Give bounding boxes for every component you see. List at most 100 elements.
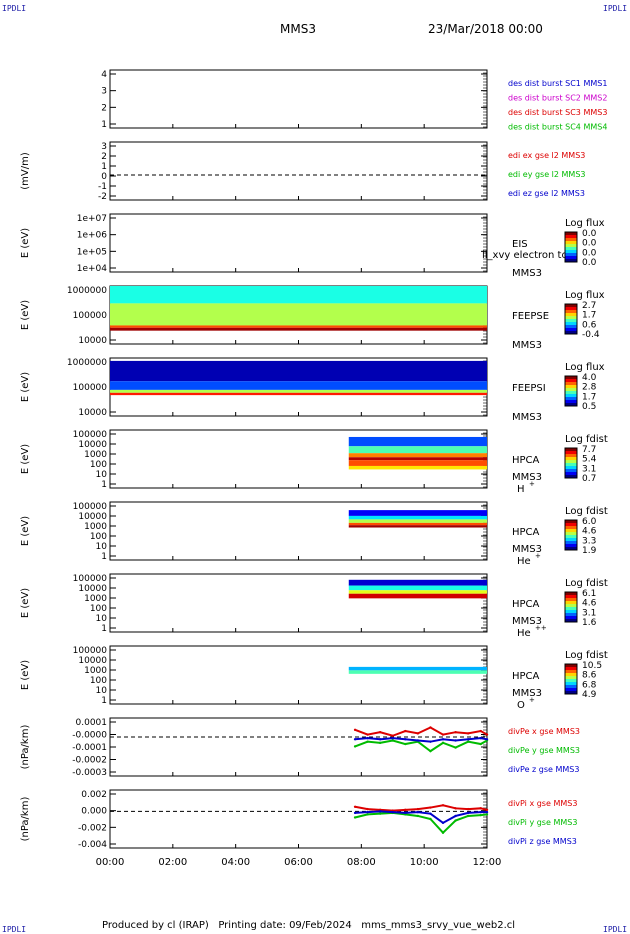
series-point-divpe <box>454 731 457 734</box>
spectrogram-band-hpca_he <box>348 525 487 528</box>
colorbar-swatch-hpca_o <box>565 682 577 686</box>
series-point-divpe <box>441 738 445 741</box>
colorbar-swatch-hpca_he <box>565 532 577 536</box>
legend-entry-des_dist: des dist burst SC2 MMS2 <box>508 94 607 103</box>
series-point-divpe <box>466 740 470 743</box>
spacecraft-label-hpca_o: MMS3 <box>512 688 542 699</box>
colorbar-swatch-feeps_i <box>565 400 577 404</box>
y-tick-label-hpca_hepp: 100000 <box>73 574 108 584</box>
y-axis-label-feeps_e: E (eV) <box>20 300 31 330</box>
species-label-hpca_h: H <box>517 484 525 495</box>
series-point-divpi <box>416 814 420 818</box>
series-point-divpi <box>404 811 407 815</box>
series-point-divpe <box>416 739 420 742</box>
y-tick-label-divpe: -0.0003 <box>72 768 107 778</box>
colorbar-swatch-feeps_i <box>565 376 577 380</box>
y-axis-label-divpi: (nPa/km) <box>20 797 31 842</box>
series-point-divpe <box>404 738 407 741</box>
species-charge-hpca_o: + <box>529 696 535 704</box>
y-tick-label-hpca_h: 100 <box>90 460 107 470</box>
spectrogram-band-feeps_i <box>110 392 487 396</box>
spectrogram-band-hpca_hepp <box>348 590 487 594</box>
colorbar-swatch-hpca_hepp <box>565 595 577 599</box>
series-line-divpe <box>354 726 488 737</box>
series-point-divpe <box>441 741 445 745</box>
y-axis-label-hpca_he: E (eV) <box>20 516 31 546</box>
y-tick-label-divpe: -0.0002 <box>72 756 107 766</box>
series-point-divpe <box>404 729 407 733</box>
x-tick-label: 02:00 <box>158 857 187 868</box>
colorbar-tick-hpca_hepp: 3.1 <box>582 608 596 618</box>
y-tick-label-divpe: -0.0001 <box>72 743 107 753</box>
x-tick-label: 04:00 <box>221 857 250 868</box>
series-point-divpi <box>454 814 457 818</box>
series-point-divpe <box>466 732 470 735</box>
colorbar-swatch-feeps_e <box>565 328 577 332</box>
colorbar-swatch-hpca_h <box>565 463 577 467</box>
series-point-divpe <box>441 733 445 736</box>
legend-entry-edi: edi ex gse l2 MMS3 <box>508 151 585 160</box>
x-tick-label: 12:00 <box>473 857 502 868</box>
y-tick-label-hpca_o: 100000 <box>73 646 108 656</box>
corner-label-top-right: IPDLI <box>603 4 628 13</box>
series-point-divpe <box>454 746 457 749</box>
y-tick-label-eis: 1e+07 <box>77 214 107 224</box>
colorbar-tick-hpca_h: 5.4 <box>582 455 597 465</box>
spectrogram-band-hpca_h <box>348 460 487 466</box>
instrument-label-hpca_he: HPCA <box>512 527 540 538</box>
spectrogram-band-hpca_he <box>348 515 487 520</box>
spectrogram-band-hpca_hepp <box>348 585 487 591</box>
panel-frame-hpca_o <box>109 645 488 705</box>
series-line-divpi <box>354 810 487 824</box>
instrument-label-eis: EIS <box>512 239 528 250</box>
y-tick-label-feeps_i: 1000000 <box>67 358 107 368</box>
series-point-divpe <box>466 738 470 741</box>
series-point-divpi <box>353 816 357 819</box>
y-tick-label-hpca_he: 1000 <box>84 522 107 532</box>
colorbar-swatch-hpca_he <box>565 526 577 530</box>
x-tick-label: 10:00 <box>410 857 439 868</box>
colorbar-swatch-hpca_he <box>565 544 577 548</box>
colorbar-title-feeps_i: Log flux <box>565 362 605 373</box>
colorbar-swatch-hpca_hepp <box>565 610 577 614</box>
series-point-divpi <box>391 810 394 814</box>
colorbar-swatch-feeps_i <box>565 403 577 407</box>
y-tick-label-divpi: 0.002 <box>81 790 107 800</box>
series-point-divpi <box>466 814 470 818</box>
colorbar-tick-eis: 0.0 <box>582 239 597 249</box>
series-point-divpi <box>353 805 357 808</box>
colorbar-frame-eis <box>564 231 578 263</box>
colorbar-swatch-hpca_o <box>565 676 577 680</box>
spectrogram-band-hpca_o <box>348 666 487 671</box>
y-tick-label-divpi: -0.002 <box>78 823 107 833</box>
series-point-divpe <box>391 739 394 742</box>
y-tick-label-hpca_he: 100000 <box>73 502 108 512</box>
colorbar-swatch-hpca_h <box>565 472 577 476</box>
y-tick-label-edi: 0 <box>101 172 107 182</box>
colorbar-title-hpca_h: Log fdist <box>565 434 608 445</box>
legend-entry-divpi: divPi z gse MMS3 <box>508 837 577 846</box>
y-tick-label-hpca_h: 10 <box>96 470 108 480</box>
spectrogram-band-feeps_i <box>110 389 487 393</box>
footer-credit: Produced by cl (IRAP) Printing date: 09/… <box>102 920 516 931</box>
series-point-divpi <box>479 813 482 817</box>
spectrogram-band-hpca_h <box>348 453 487 458</box>
colorbar-tick-hpca_hepp: 4.6 <box>582 599 597 609</box>
colorbar-swatch-feeps_i <box>565 379 577 383</box>
instrument-label-feeps_e: FEEPSE <box>512 311 549 322</box>
series-point-divpe <box>429 749 432 753</box>
corner-label-bottom-left: IPDLI <box>2 925 27 934</box>
colorbar-swatch-feeps_i <box>565 391 577 395</box>
x-tick-label: 06:00 <box>284 857 313 868</box>
y-tick-label-hpca_hepp: 1 <box>101 624 107 634</box>
colorbar-swatch-hpca_hepp <box>565 616 577 620</box>
colorbar-swatch-hpca_h <box>565 469 577 473</box>
legend-entry-des_dist: des dist burst SC1 MMS1 <box>508 79 607 88</box>
colorbar-swatch-hpca_o <box>565 664 577 668</box>
series-point-divpe <box>391 736 394 740</box>
series-point-divpi <box>378 812 382 815</box>
colorbar-tick-hpca_h: 7.7 <box>582 445 596 455</box>
colorbar-frame-hpca_he <box>564 519 578 551</box>
colorbar-tick-feeps_e: 1.7 <box>582 311 596 321</box>
